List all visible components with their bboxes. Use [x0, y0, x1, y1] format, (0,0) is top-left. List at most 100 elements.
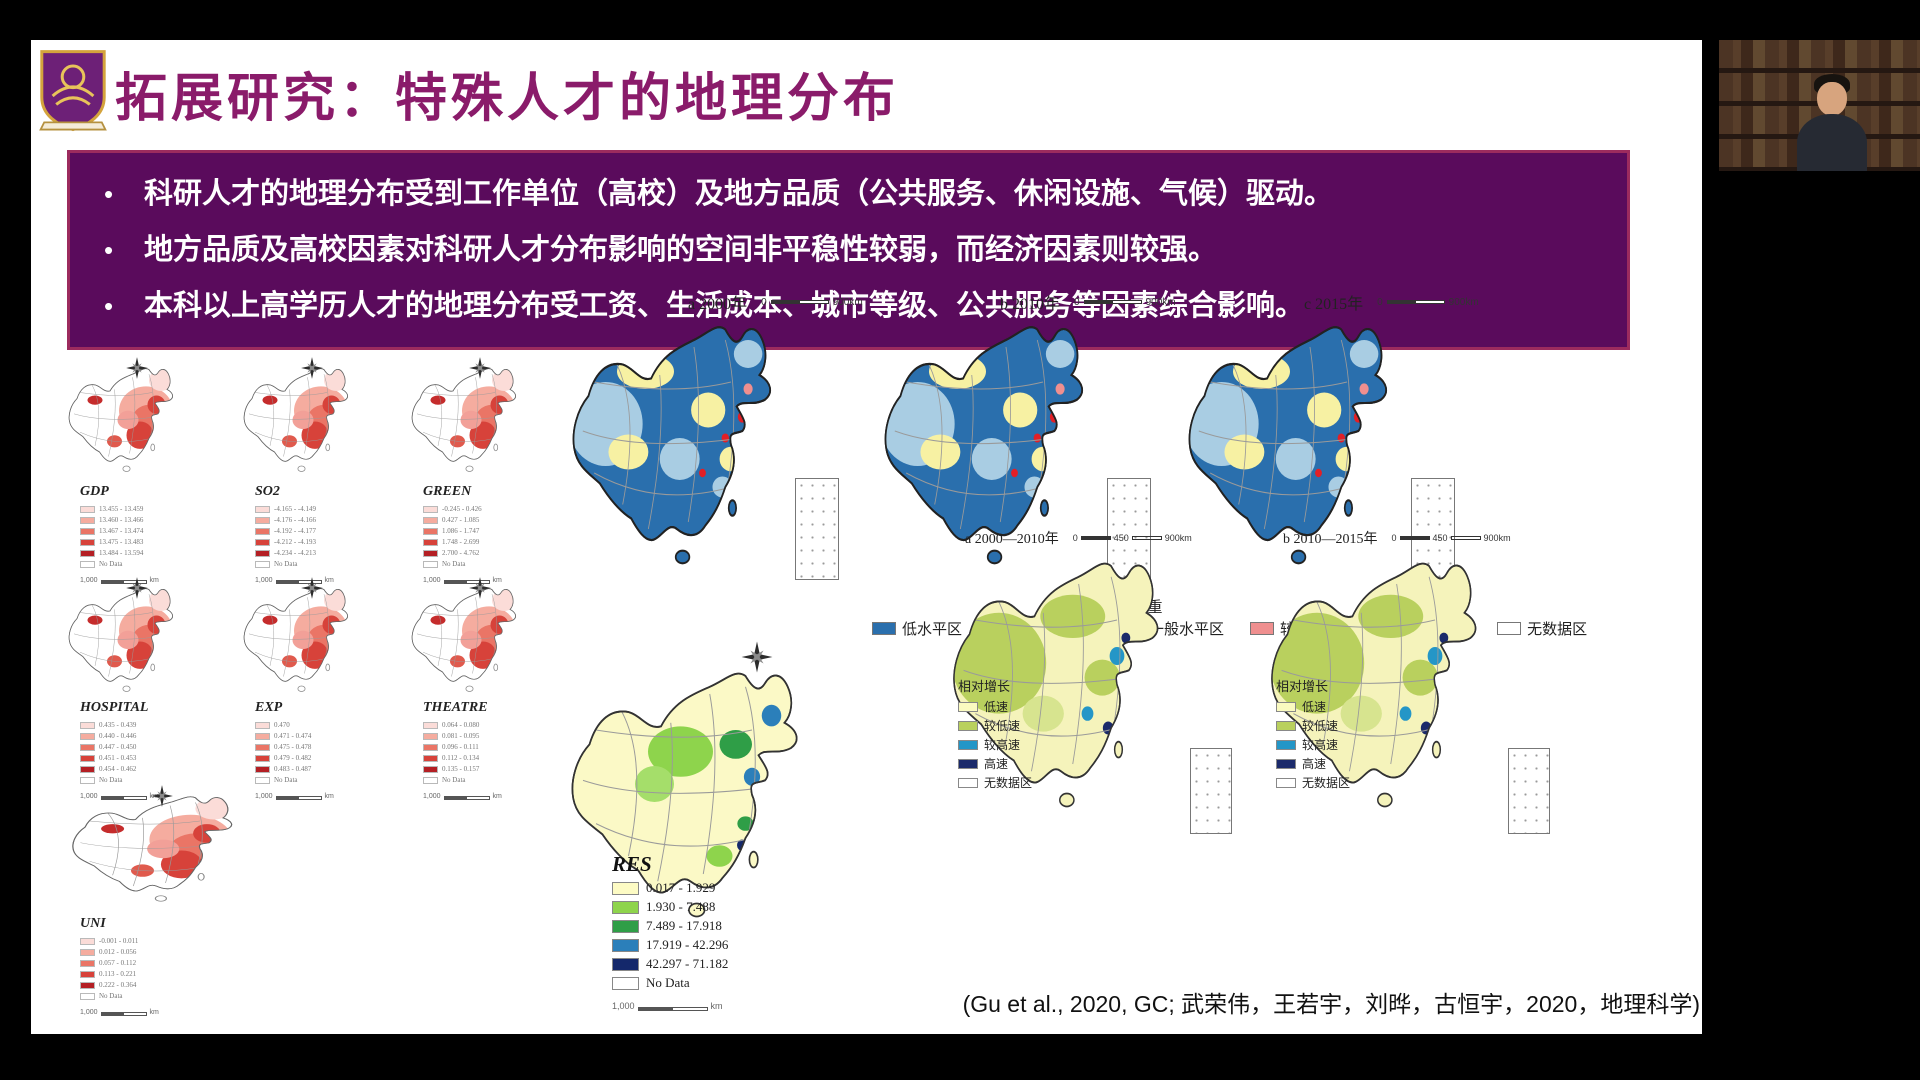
legend-row: -0.245 - 0.426 [423, 504, 553, 514]
legend-row: 较低速 [958, 717, 1032, 734]
bullet-item: • 本科以上高学历人才的地理分布受工资、生活成本、城市等级、公共服务等因素综合影… [104, 287, 1627, 343]
legend-row: 7.489 - 17.918 [612, 918, 728, 934]
legend-row: 较低速 [1276, 717, 1350, 734]
legend-item: 低水平区 [872, 618, 962, 639]
res-legend: RES 0.017 - 1.929 1.930 - 7.488 7.489 - … [612, 852, 728, 1011]
map-label: SO2 [255, 484, 280, 499]
legend-row: 低速 [1276, 698, 1350, 715]
legend-row: 较高速 [958, 736, 1032, 753]
legend-row: -4.192 - -4.177 [255, 526, 385, 536]
legend-row: 13.467 - 13.474 [80, 526, 210, 536]
panel-header-2000: a 2000年 0 900km [688, 290, 863, 314]
legend-row: 17.919 - 42.296 [612, 937, 728, 953]
legend-row: 42.297 - 71.182 [612, 956, 728, 972]
legend-theatre: THEATRE 0.064 - 0.080 0.081 - 0.095 0.096 … [423, 700, 553, 800]
bullet-marker: • [104, 291, 114, 321]
map-title: a 2000年 [688, 296, 748, 313]
legend-row: 0.113 - 0.221 [80, 969, 210, 979]
legend-item: 无数据区 [1497, 618, 1587, 639]
legend-so2: SO2 -4.165 - -4.149 -4.176 - -4.166 -4.192… [255, 484, 385, 584]
legend-row: 高速 [958, 755, 1032, 772]
compass-icon [151, 785, 173, 807]
legend-row: 0.475 - 0.478 [255, 742, 385, 752]
legend-row: 0.064 - 0.080 [423, 720, 553, 730]
map-label: GDP [80, 484, 109, 499]
legend-row: 0.057 - 0.112 [80, 958, 210, 968]
map-label: HOSPITAL [80, 700, 149, 715]
growth-legend-1: 相对增长 低速 较低速 较高速 高速 无数据区 [958, 676, 1032, 793]
scale-bar: 0 900km [761, 296, 863, 308]
presenter-person [1797, 74, 1867, 171]
legend-row: 13.455 - 13.459 [80, 504, 210, 514]
page-title: 拓展研究：特殊人才的地理分布 [115, 70, 900, 128]
map-title: b 2010年 [1000, 296, 1061, 313]
red-map-hospital [62, 582, 212, 704]
compass-icon [126, 577, 148, 599]
scale-bar: 0 450 900km [1072, 533, 1192, 543]
legend-row-nodata: No Data [423, 775, 553, 785]
legend-uni: UNI -0.001 - 0.011 0.012 - 0.056 0.057 - 0… [80, 916, 210, 1016]
map-label: THEATRE [423, 700, 488, 715]
red-map-theatre [405, 582, 555, 704]
legend-row: 0.096 - 0.111 [423, 742, 553, 752]
legend-row: 0.427 - 1.085 [423, 515, 553, 525]
legend-row: 较高速 [1276, 736, 1350, 753]
scale-bar: 0 900km [1074, 296, 1176, 308]
legend-row: -4.165 - -4.149 [255, 504, 385, 514]
inset-map-south-china-sea [1411, 478, 1455, 580]
bullet-text: 地方品质及高校因素对科研人才分布影响的空间非平稳性较弱，而经济因素则较强。 [144, 234, 1218, 266]
scale-bar: 1,000 km [612, 1001, 723, 1011]
compass-icon [301, 357, 323, 379]
legend-row: -0.001 - 0.011 [80, 936, 210, 946]
map-label: GREEN [423, 484, 472, 499]
legend-row-nodata: No Data [255, 559, 385, 569]
legend-row: 0.470 [255, 720, 385, 730]
person-body [1797, 114, 1867, 171]
legend-row: 0.483 - 0.487 [255, 764, 385, 774]
panel-header-2010: b 2010年 0 900km [1000, 290, 1176, 314]
legend-row: 0.135 - 0.157 [423, 764, 553, 774]
university-logo [37, 48, 109, 134]
legend-row: 13.460 - 13.466 [80, 515, 210, 525]
red-map-so2 [237, 362, 387, 484]
bullet-text: 科研人才的地理分布受到工作单位（高校）及地方品质（公共服务、休闲设施、气候）驱动… [144, 178, 1334, 210]
legend-row: No Data [612, 975, 728, 991]
bullet-item: • 科研人才的地理分布受到工作单位（高校）及地方品质（公共服务、休闲设施、气候）… [104, 175, 1627, 231]
inset-map-south-china-sea [1508, 748, 1550, 834]
legend-row: 0.451 - 0.453 [80, 753, 210, 763]
legend-row: 0.222 - 0.364 [80, 980, 210, 990]
inset-map-south-china-sea [1190, 748, 1232, 834]
legend-row-nodata: No Data [80, 991, 210, 1001]
map-title: c 2015年 [1304, 296, 1364, 313]
legend-row-nodata: No Data [255, 775, 385, 785]
legend-row: 1.748 - 2.699 [423, 537, 553, 547]
compass-icon [469, 577, 491, 599]
legend-row: 0.112 - 0.134 [423, 753, 553, 763]
legend-row: 0.447 - 0.450 [80, 742, 210, 752]
legend-row: 2.700 - 4.762 [423, 548, 553, 558]
compass-icon [469, 357, 491, 379]
legend-title: 相对增长 [958, 679, 1011, 694]
panel-header-2015: c 2015年 0 900km [1304, 290, 1479, 314]
legend-row: 0.012 - 0.056 [80, 947, 210, 957]
legend-row: -4.234 - -4.213 [255, 548, 385, 558]
legend-row: 1.930 - 7.488 [612, 899, 728, 915]
legend-title: 相对增长 [1276, 679, 1329, 694]
legend-green: GREEN -0.245 - 0.426 0.427 - 1.085 1.086 -… [423, 484, 553, 584]
legend-row: -4.212 - -4.193 [255, 537, 385, 547]
scale-bar: 0 900km [1377, 296, 1479, 308]
red-map-uni [62, 790, 292, 914]
legend-row: -4.176 - -4.166 [255, 515, 385, 525]
legend-row-nodata: No Data [423, 559, 553, 569]
summary-box: • 科研人才的地理分布受到工作单位（高校）及地方品质（公共服务、休闲设施、气候）… [67, 150, 1630, 350]
webcam-video-thumbnail[interactable] [1719, 40, 1920, 171]
scale-bar: 0 450 900km [1391, 533, 1511, 543]
legend-row: 0.017 - 1.929 [612, 880, 728, 896]
legend-row: 1.086 - 1.747 [423, 526, 553, 536]
legend-gdp: GDP 13.455 - 13.459 13.460 - 13.466 13.467… [80, 484, 210, 584]
